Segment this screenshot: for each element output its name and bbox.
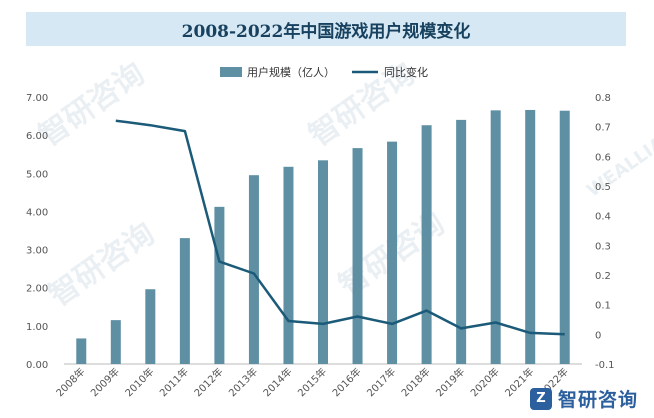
x-tick-label: 2012年: [191, 365, 225, 399]
y-left-tick-label: 4.00: [26, 207, 48, 218]
y-right-tick-label: 0.5: [595, 182, 611, 193]
x-tick-label: 2020年: [468, 365, 502, 399]
x-tick-label: 2010年: [122, 365, 156, 399]
bar: [421, 125, 432, 365]
x-tick-label: 2013年: [226, 365, 260, 399]
brand-mark: Z 智研咨询: [529, 385, 638, 412]
y-right-tick-label: 0.4: [595, 212, 611, 223]
legend-label-line: 同比变化: [384, 65, 428, 79]
bar: [318, 160, 328, 364]
y-right-tick-label: 0.6: [595, 152, 611, 163]
y-left-tick-label: 1.00: [26, 322, 48, 333]
zhiyan-logo-icon: Z: [529, 387, 552, 410]
x-tick-label: 2018年: [398, 365, 432, 399]
y-right-tick-label: 0.7: [595, 123, 611, 134]
bar: [248, 175, 259, 364]
x-tick-label: 2016年: [329, 365, 363, 399]
bar: [283, 166, 294, 364]
y-left-tick-label: 7.00: [26, 93, 48, 104]
y-left-tick-label: 3.00: [26, 246, 48, 257]
y-left-tick-label: 2.00: [26, 284, 48, 295]
y-left-tick-label: 5.00: [26, 169, 48, 180]
bar: [387, 141, 398, 364]
bar: [559, 110, 570, 364]
y-left-tick-label: 0.00: [26, 360, 48, 371]
bar: [145, 289, 156, 364]
bar: [490, 110, 501, 364]
bar: [214, 206, 225, 364]
bar: [76, 338, 87, 364]
chart-title: 2008-2022年中国游戏用户规模变化: [181, 21, 471, 42]
chart-title-bar: 2008-2022年中国游戏用户规模变化: [26, 12, 626, 46]
x-tick-label: 2011年: [157, 365, 191, 399]
x-tick-label: 2014年: [260, 365, 294, 399]
y-left-tick-label: 6.00: [26, 131, 48, 142]
y-right-tick-label: -0.1: [595, 360, 615, 371]
bar: [352, 148, 363, 364]
bar: [525, 109, 536, 365]
x-tick-label: 2015年: [295, 365, 329, 399]
y-right-tick-label: 0.8: [595, 93, 611, 104]
y-right-tick-label: 0.3: [595, 241, 611, 252]
bar: [456, 119, 467, 364]
y-right-tick-label: 0.2: [595, 271, 611, 282]
x-tick-label: 2017年: [364, 365, 398, 399]
y-right-tick-label: 0.1: [595, 301, 611, 312]
legend-swatch-bar: [220, 67, 242, 77]
series-line-yoy: [115, 119, 565, 336]
x-tick-label: 2019年: [433, 365, 467, 399]
x-tick-label: 2008年: [53, 365, 87, 399]
y-right-tick-label: 0: [595, 330, 601, 341]
bar: [179, 238, 190, 364]
legend-label-bar: 用户规模（亿人）: [247, 65, 335, 79]
x-tick-label: 2009年: [88, 365, 122, 399]
brand-text: 智研咨询: [557, 389, 638, 411]
bar: [110, 320, 121, 364]
